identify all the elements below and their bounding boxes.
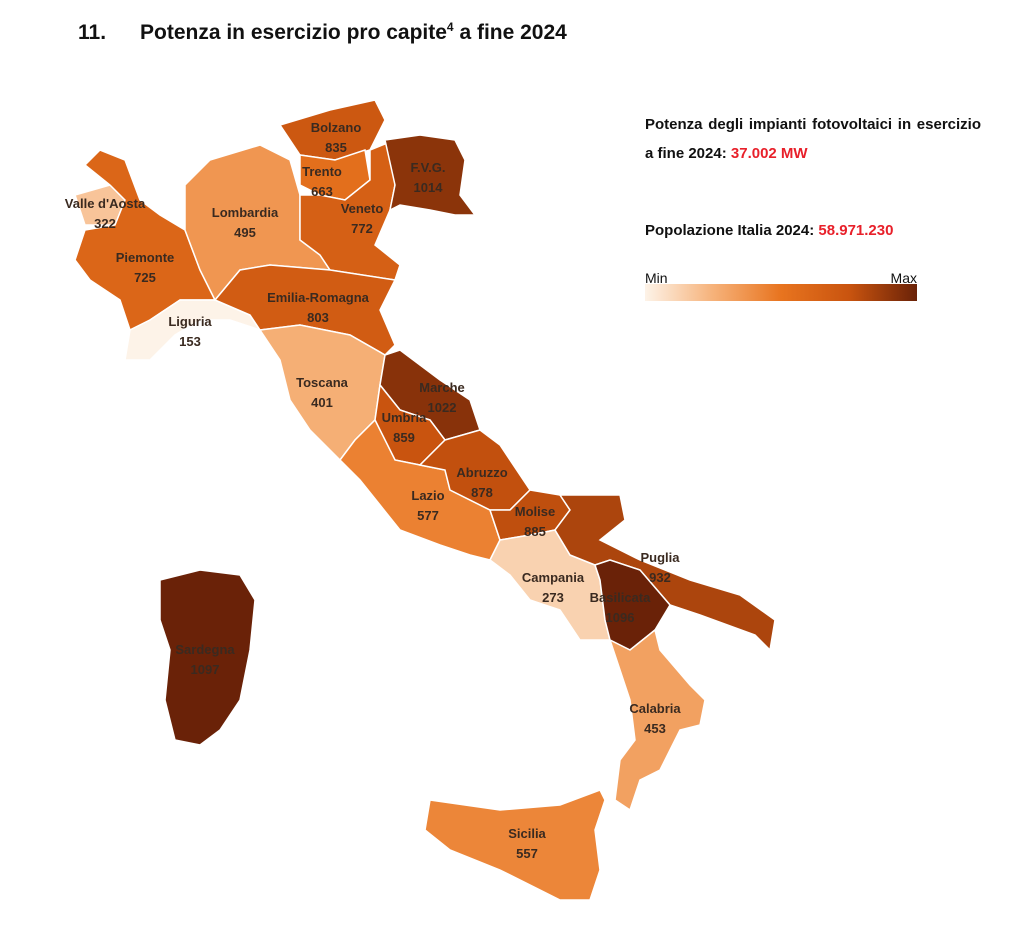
region-name-campania: Campania <box>522 570 585 585</box>
color-legend: Min Max <box>645 270 917 301</box>
region-name-sardegna: Sardegna <box>175 642 235 657</box>
region-value-f-v-g: 1014 <box>414 180 444 195</box>
region-value-lazio: 577 <box>417 508 439 523</box>
region-name-basilicata: Basilicata <box>590 590 651 605</box>
power-label: Potenza degli impianti fotovoltaici in e… <box>645 116 981 162</box>
region-name-piemonte: Piemonte <box>116 250 175 265</box>
region-value-lombardia: 495 <box>234 225 256 240</box>
region-value-abruzzo: 878 <box>471 485 493 500</box>
region-value-umbria: 859 <box>393 430 415 445</box>
region-name-veneto: Veneto <box>341 201 384 216</box>
region-name-liguria: Liguria <box>168 314 212 329</box>
region-name-marche: Marche <box>419 380 465 395</box>
region-value-toscana: 401 <box>311 395 333 410</box>
region-value-liguria: 153 <box>179 334 201 349</box>
region-f-v-g <box>384 134 477 216</box>
region-calabria <box>608 628 706 812</box>
title-suffix: a fine 2024 <box>453 21 567 44</box>
population-label: Popolazione Italia 2024: <box>645 222 815 239</box>
population-value: 58.971.230 <box>818 222 894 239</box>
region-name-molise: Molise <box>515 504 555 519</box>
region-value-piemonte: 725 <box>134 270 156 285</box>
region-name-sicilia: Sicilia <box>508 826 546 841</box>
region-value-sicilia: 557 <box>516 846 538 861</box>
region-name-umbria: Umbria <box>382 410 428 425</box>
region-name-lombardia: Lombardia <box>212 205 279 220</box>
region-name-f-v-g: F.V.G. <box>411 160 446 175</box>
power-info: Potenza degli impianti fotovoltaici in e… <box>645 110 981 168</box>
region-value-puglia: 932 <box>649 570 671 585</box>
region-liguria <box>124 299 262 361</box>
region-value-campania: 273 <box>542 590 564 605</box>
region-value-trento: 663 <box>311 184 333 199</box>
region-name-puglia: Puglia <box>640 550 680 565</box>
title-number: 11. <box>78 21 107 44</box>
title-text: Potenza in esercizio pro capite <box>140 21 447 44</box>
region-name-trento: Trento <box>302 164 342 179</box>
region-value-molise: 885 <box>524 524 546 539</box>
region-value-sardegna: 1097 <box>191 662 220 677</box>
region-value-bolzano: 835 <box>325 140 347 155</box>
region-value-basilicata: 1096 <box>606 610 635 625</box>
region-name-bolzano: Bolzano <box>311 120 362 135</box>
legend-gradient <box>645 284 917 301</box>
region-name-abruzzo: Abruzzo <box>456 465 507 480</box>
region-value-calabria: 453 <box>644 721 666 736</box>
region-name-emilia-romagna: Emilia-Romagna <box>267 290 370 305</box>
region-value-emilia-romagna: 803 <box>307 310 329 325</box>
region-sardegna <box>159 569 256 746</box>
power-value: 37.002 MW <box>730 145 808 162</box>
region-sicilia <box>424 789 606 901</box>
legend-max: Max <box>890 270 917 286</box>
legend-min: Min <box>645 270 668 286</box>
page-title: 11. Potenza in esercizio pro capite4 a fi… <box>78 20 567 45</box>
region-name-valle-d-aosta: Valle d'Aosta <box>65 196 146 211</box>
population-info: Popolazione Italia 2024: 58.971.230 <box>645 216 893 245</box>
region-name-lazio: Lazio <box>411 488 444 503</box>
footnote-marker: 4 <box>446 20 454 34</box>
region-puglia <box>554 494 776 652</box>
region-value-marche: 1022 <box>428 400 457 415</box>
region-name-calabria: Calabria <box>629 701 681 716</box>
region-value-veneto: 772 <box>351 221 373 236</box>
region-name-toscana: Toscana <box>296 375 349 390</box>
region-value-valle-d-aosta: 322 <box>94 216 116 231</box>
